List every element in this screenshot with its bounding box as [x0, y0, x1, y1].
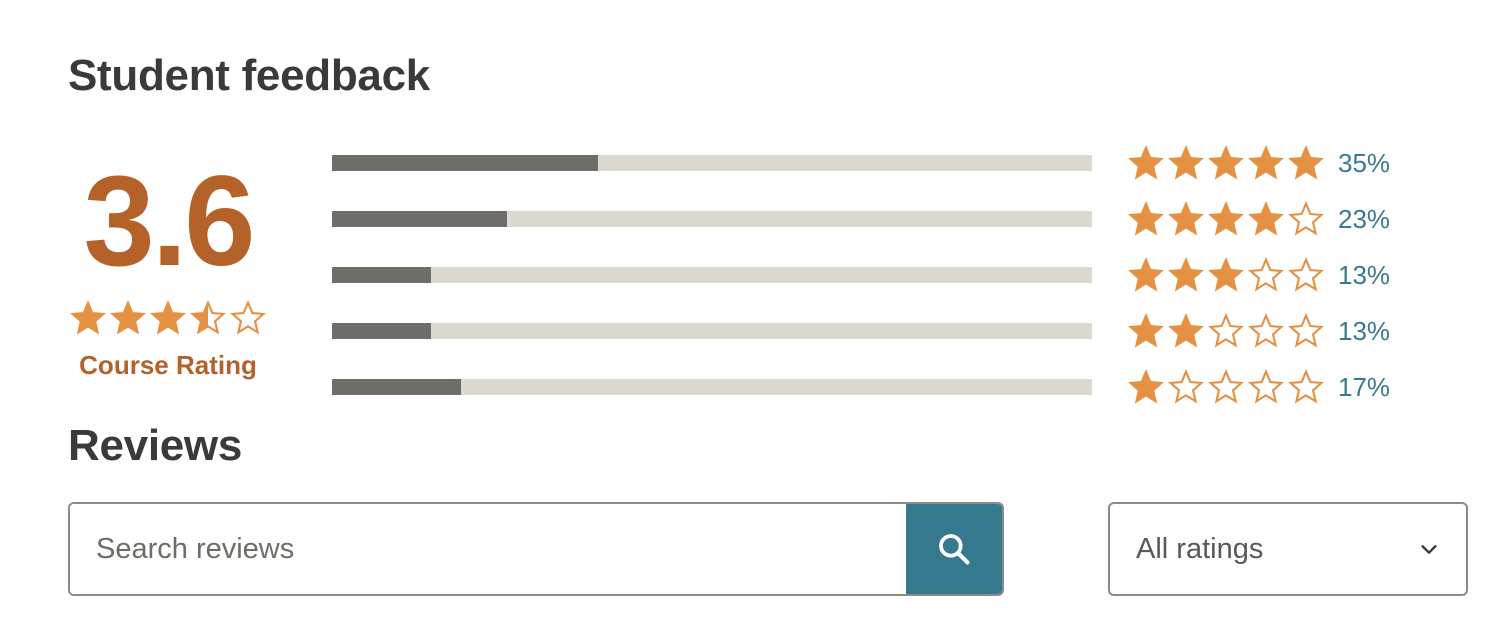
star-icon [150, 300, 186, 335]
star-icon [70, 300, 106, 335]
rating-bar-track [332, 155, 1092, 171]
star-outline-icon [1288, 369, 1324, 404]
star-outline-icon [1248, 257, 1284, 292]
star-outline-icon [1288, 313, 1324, 348]
star-icon [1288, 145, 1324, 180]
star-icon [1248, 145, 1284, 180]
average-stars [68, 300, 268, 336]
chevron-down-icon [1421, 545, 1437, 554]
star-icon [1208, 201, 1244, 236]
star-outline-icon [230, 300, 266, 335]
rating-row-3-stars[interactable]: 13% [332, 247, 1390, 303]
rating-summary: 3.6 Course Rating [68, 150, 268, 381]
average-rating: 3.6 [83, 150, 256, 293]
star-icon [1128, 369, 1164, 404]
rating-bar-track [332, 323, 1092, 339]
star-outline-icon [1288, 201, 1324, 236]
star-icon [1208, 145, 1244, 180]
star-outline-icon [1288, 257, 1324, 292]
rating-row-stars [1128, 145, 1324, 181]
rating-percent[interactable]: 13% [1338, 259, 1391, 290]
rating-bar-track [332, 379, 1092, 395]
search-button[interactable] [906, 504, 1002, 594]
rating-percent[interactable]: 23% [1338, 203, 1391, 234]
star-outline-icon [1208, 313, 1244, 348]
star-icon [1128, 257, 1164, 292]
rating-breakdown: 35% 23% 13% 13% 17% [332, 135, 1390, 415]
search-input[interactable] [70, 504, 906, 594]
star-icon [1128, 145, 1164, 180]
star-icon [1168, 201, 1204, 236]
rating-bar-fill [332, 211, 507, 227]
rating-percent[interactable]: 17% [1338, 371, 1391, 402]
rating-bar-fill [332, 155, 598, 171]
rating-row-stars [1128, 313, 1324, 349]
rating-row-5-stars[interactable]: 35% [332, 135, 1390, 191]
rating-row-2-stars[interactable]: 13% [332, 303, 1390, 359]
star-icon [1168, 313, 1204, 348]
star-icon [1128, 313, 1164, 348]
star-half-icon [190, 300, 226, 335]
rating-percent[interactable]: 35% [1338, 147, 1391, 178]
rating-row-4-stars[interactable]: 23% [332, 191, 1390, 247]
rating-bar-track [332, 211, 1092, 227]
rating-row-stars [1128, 257, 1324, 293]
reviews-title: Reviews [68, 421, 243, 470]
rating-row-1-stars[interactable]: 17% [332, 359, 1390, 415]
star-icon [1248, 201, 1284, 236]
rating-bar-fill [332, 267, 431, 283]
star-icon [110, 300, 146, 335]
rating-percent[interactable]: 13% [1338, 315, 1391, 346]
search-icon [939, 534, 970, 565]
rating-bar-track [332, 267, 1092, 283]
star-outline-icon [1208, 369, 1244, 404]
ratings-filter-select[interactable]: All ratings [1108, 502, 1468, 596]
rating-row-stars [1128, 369, 1324, 405]
course-rating-label: Course Rating [79, 350, 257, 380]
star-icon [1128, 201, 1164, 236]
star-outline-icon [1248, 313, 1284, 348]
ratings-filter-value: All ratings [1136, 532, 1264, 565]
star-outline-icon [1168, 369, 1204, 404]
star-icon [1208, 257, 1244, 292]
rating-bar-fill [332, 379, 462, 395]
star-icon [1168, 145, 1204, 180]
review-search [68, 502, 1004, 596]
rating-bar-fill [332, 323, 431, 339]
star-outline-icon [1248, 369, 1284, 404]
star-icon [1168, 257, 1204, 292]
feedback-title: Student feedback [68, 51, 430, 100]
rating-row-stars [1128, 201, 1324, 237]
